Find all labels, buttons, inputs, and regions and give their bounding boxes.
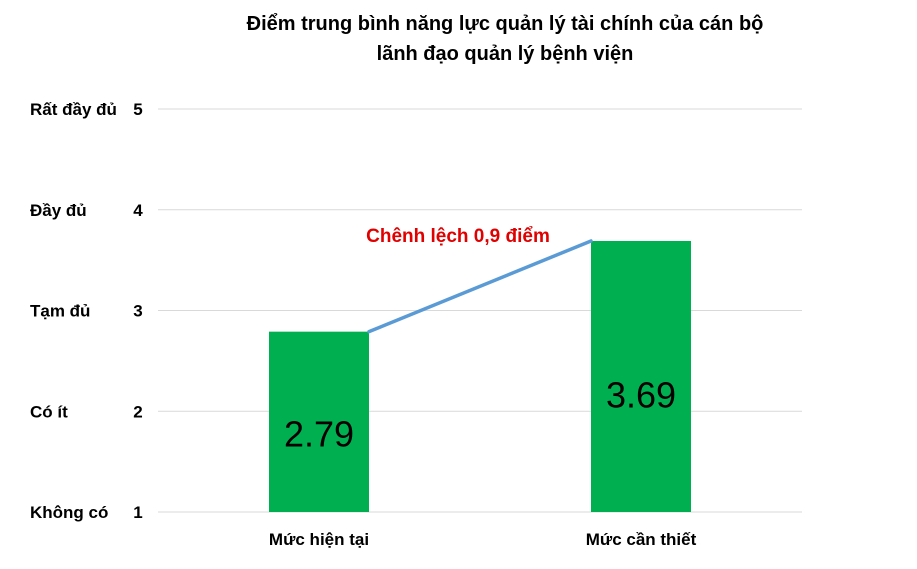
x-category-label-2: Mức cần thiết (586, 530, 697, 549)
y-level-label-2: Có ít (30, 402, 68, 421)
bar-2 (591, 240, 691, 513)
x-category-label-1: Mức hiện tại (269, 530, 369, 549)
y-tick-label-1: 1 (133, 503, 142, 522)
y-tick-label-5: 5 (133, 100, 142, 119)
y-tick-label-4: 4 (133, 201, 143, 220)
chart-title: Điểm trung bình năng lực quản lý tài chí… (247, 13, 764, 65)
x-axis: Mức hiện tại Mức cần thiết (269, 530, 697, 549)
data-label-2: 3.69 (606, 374, 676, 415)
y-level-label-3: Tạm đủ (30, 302, 90, 321)
data-labels: 2.79 3.69 (284, 374, 676, 454)
y-level-label-5: Rất đầy đủ (30, 100, 117, 119)
bar-1 (269, 331, 369, 512)
chart-title-line-1: Điểm trung bình năng lực quản lý tài chí… (247, 13, 764, 35)
bars (269, 240, 691, 513)
chart-title-line-2: lãnh đạo quản lý bệnh viện (377, 43, 634, 65)
y-level-label-4: Đầy đủ (30, 201, 87, 220)
difference-annotation: Chênh lệch 0,9 điểm (366, 226, 550, 247)
y-tick-label-2: 2 (133, 402, 142, 421)
y-level-label-1: Không có (30, 503, 108, 522)
y-axis: 1 Không có 2 Có ít 3 Tạm đủ 4 Đầy đủ 5 Rất đầy đủ (30, 100, 143, 522)
difference-connector-line (367, 239, 593, 334)
y-tick-label-3: 3 (133, 302, 142, 321)
data-label-1: 2.79 (284, 413, 354, 454)
connector-layer (367, 239, 593, 334)
gridlines (158, 108, 802, 513)
